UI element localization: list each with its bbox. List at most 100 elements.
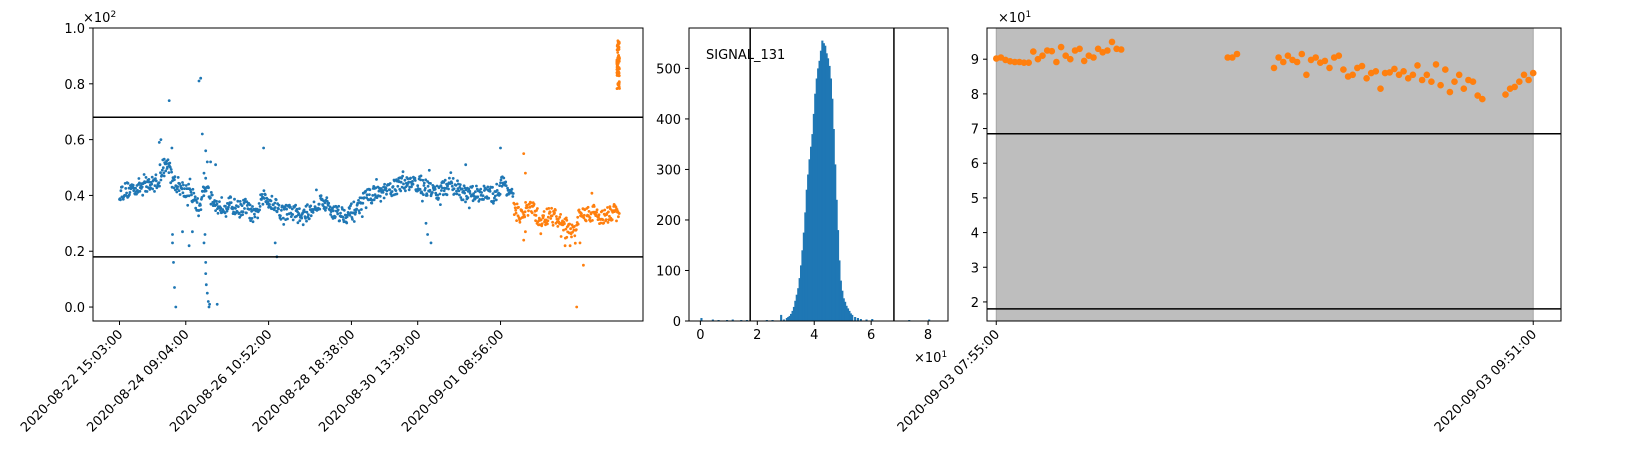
- data-point: [599, 221, 603, 225]
- data-point: [141, 193, 145, 197]
- data-point: [251, 220, 255, 224]
- data-point: [295, 207, 299, 211]
- data-point: [437, 196, 440, 200]
- data-point: [327, 201, 331, 205]
- histogram-xtick-label: 0: [696, 328, 704, 343]
- histogram-bar: [837, 230, 840, 321]
- data-point: [1469, 78, 1477, 85]
- data-point: [1284, 52, 1292, 59]
- histogram-bar: [859, 319, 862, 321]
- data-point: [495, 182, 499, 186]
- data-point: [189, 188, 192, 192]
- data-point: [280, 208, 283, 212]
- data-point: [442, 181, 446, 184]
- outlier-point: [524, 171, 527, 175]
- data-point: [445, 193, 449, 197]
- data-point: [378, 194, 382, 198]
- histogram-bar: [795, 294, 798, 321]
- data-point: [236, 199, 240, 203]
- data-point: [324, 208, 327, 212]
- data-point: [195, 201, 199, 204]
- data-point: [342, 208, 346, 212]
- data-point: [135, 192, 138, 196]
- data-point: [332, 209, 335, 213]
- data-point: [277, 203, 281, 207]
- data-point: [357, 199, 360, 202]
- data-point: [281, 216, 285, 220]
- histogram-bar: [818, 60, 821, 322]
- window-ytick-label: 4: [971, 227, 979, 242]
- histogram-bar: [928, 319, 931, 321]
- cluster-point: [615, 65, 619, 69]
- data-point: [324, 206, 328, 210]
- histogram-multiplier: ×101: [914, 350, 947, 366]
- data-point: [595, 208, 599, 212]
- data-point: [373, 193, 377, 197]
- data-point: [429, 182, 432, 185]
- data-point: [220, 196, 224, 199]
- data-point: [493, 194, 497, 198]
- data-point: [518, 220, 522, 224]
- outlier-point: [464, 163, 468, 167]
- data-point: [279, 214, 282, 218]
- data-point: [166, 158, 170, 162]
- data-point: [1372, 68, 1380, 75]
- data-point: [480, 191, 483, 194]
- cluster-point: [615, 68, 619, 71]
- data-point: [160, 168, 164, 172]
- data-point: [261, 202, 265, 206]
- data-point: [307, 217, 311, 221]
- data-point: [447, 187, 450, 191]
- outlier-point: [162, 157, 166, 161]
- data-point: [597, 215, 600, 219]
- data-point: [151, 187, 155, 191]
- data-point: [134, 186, 138, 190]
- data-point: [399, 180, 403, 184]
- histogram-bar: [824, 45, 827, 321]
- data-point: [260, 193, 264, 196]
- data-point: [591, 219, 594, 222]
- data-point: [216, 211, 220, 215]
- data-point: [273, 201, 277, 205]
- data-point: [311, 211, 315, 214]
- data-point: [305, 219, 308, 223]
- data-point: [540, 222, 544, 226]
- data-point: [597, 213, 601, 217]
- data-point: [159, 171, 162, 175]
- data-point: [157, 181, 161, 185]
- timeseries-ytick-label: 0.0: [64, 301, 85, 316]
- data-point: [177, 189, 181, 193]
- outlier-point: [191, 230, 194, 234]
- data-point: [1090, 54, 1097, 61]
- data-point: [260, 198, 263, 201]
- histogram-bar: [832, 129, 835, 321]
- data-point: [1067, 55, 1074, 63]
- data-point: [169, 181, 173, 185]
- data-point: [309, 214, 313, 218]
- data-point: [573, 225, 576, 228]
- data-point: [590, 191, 594, 195]
- data-point: [132, 189, 136, 193]
- outlier-point: [207, 305, 211, 309]
- data-point: [312, 200, 316, 204]
- data-point: [1479, 95, 1486, 103]
- histogram-ytick-label: 0: [673, 315, 681, 330]
- histogram-bar: [845, 305, 848, 321]
- timeseries-ytick-label: 1.0: [64, 22, 85, 37]
- data-point: [297, 212, 301, 215]
- outlier-point: [170, 146, 174, 150]
- data-point: [1229, 54, 1236, 61]
- data-point: [1455, 71, 1463, 79]
- data-point: [1039, 52, 1046, 59]
- data-point: [498, 192, 502, 196]
- data-point: [1423, 71, 1431, 79]
- data-point: [416, 184, 420, 188]
- cluster-point: [618, 87, 621, 90]
- data-point: [131, 183, 135, 187]
- histogram-bar: [831, 98, 834, 321]
- data-point: [368, 188, 372, 192]
- data-point: [325, 196, 329, 200]
- data-point: [204, 176, 208, 180]
- data-point: [576, 215, 580, 219]
